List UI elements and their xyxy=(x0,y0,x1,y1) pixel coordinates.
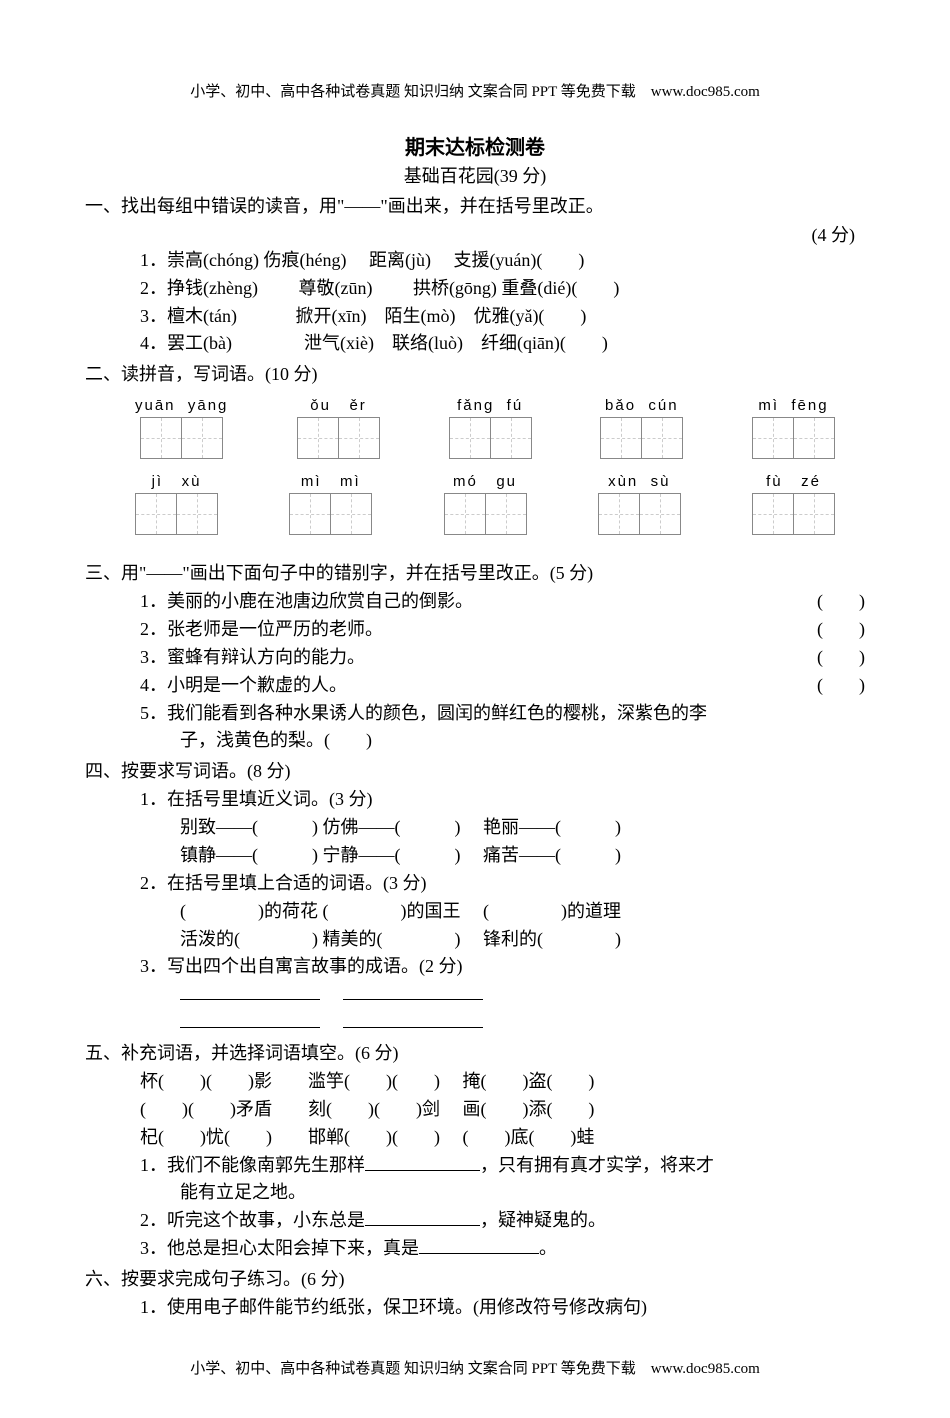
answer-paren[interactable]: ( ) xyxy=(817,672,865,700)
s5-q1-b: ，只有拥有真才实学，将来才 xyxy=(480,1155,714,1175)
s4-sub2-l1: ( )的荷花 ( )的国王 ( )的道理 xyxy=(85,898,865,926)
pinyin-group: yuān yāng xyxy=(135,397,228,459)
s4-sub1-head: 1．在括号里填近义词。(3 分) xyxy=(85,786,865,814)
pinyin-label: jì xù xyxy=(152,473,202,490)
pinyin-label: yuān yāng xyxy=(135,397,228,414)
s4-sub1-l2: 镇静——( ) 宁静——( ) 痛苦——( ) xyxy=(85,842,865,870)
s5-q2-a: 2．听完这个故事，小东总是 xyxy=(140,1210,365,1230)
pinyin-group: jì xù xyxy=(135,473,218,535)
s3-item-5a: 5．我们能看到各种水果诱人的颜色，圆闰的鲜红色的樱桃，深紫色的李 xyxy=(85,700,865,728)
fill-blank[interactable] xyxy=(419,1235,539,1254)
answer-paren[interactable]: ( ) xyxy=(817,616,865,644)
s4-sub1-l1: 别致——( ) 仿佛——( ) 艳丽——( ) xyxy=(85,814,865,842)
pinyin-group: fǎng fú xyxy=(449,397,532,459)
s3-item-text: 2．张老师是一位严历的老师。 xyxy=(140,616,383,644)
answer-paren[interactable]: ( ) xyxy=(817,588,865,616)
s6-q1: 1．使用电子邮件能节约纸张，保卫环境。(用修改符号修改病句) xyxy=(85,1294,865,1322)
s5-l2: ( )( )矛盾 刻( )( )剑 画( )添( ) xyxy=(85,1096,865,1124)
pinyin-group: mì fēng xyxy=(752,397,835,459)
s1-line-1: 1．崇高(chóng) 伤痕(héng) 距离(jù) 支援(yuán)( ) xyxy=(85,247,865,275)
answer-paren[interactable]: ( ) xyxy=(817,644,865,672)
s5-q3: 3．他总是担心太阳会掉下来，真是 。 xyxy=(85,1235,865,1263)
s5-q3-a: 3．他总是担心太阳会掉下来，真是 xyxy=(140,1238,419,1258)
char-boxes[interactable] xyxy=(135,493,218,535)
section-3-head: 三、用"——"画出下面句子中的错别字，并在括号里改正。(5 分) xyxy=(85,559,865,588)
section-5-head: 五、补充词语，并选择词语填空。(6 分) xyxy=(85,1039,865,1068)
s3-item-text: 1．美丽的小鹿在池唐边欣赏自己的倒影。 xyxy=(140,588,473,616)
fill-blank[interactable] xyxy=(365,1207,480,1226)
fill-blank[interactable] xyxy=(180,1009,320,1028)
s4-sub3-head: 3．写出四个出自寓言故事的成语。(2 分) xyxy=(85,953,865,981)
char-boxes[interactable] xyxy=(752,417,835,459)
s3-item-3: 3．蜜蜂有辩认方向的能力。 ( ) xyxy=(85,644,865,672)
s4-sub3-lines-2[interactable] xyxy=(85,1009,865,1037)
pinyin-label: fù zé xyxy=(766,473,821,490)
s5-q2: 2．听完这个故事，小东总是 ，疑神疑鬼的。 xyxy=(85,1207,865,1235)
s3-item-text: 3．蜜蜂有辩认方向的能力。 xyxy=(140,644,365,672)
pinyin-label: mì mì xyxy=(301,473,361,490)
char-boxes[interactable] xyxy=(140,417,223,459)
exam-subtitle: 基础百花园(39 分) xyxy=(85,162,865,188)
section-2-head: 二、读拼音，写词语。(10 分) xyxy=(85,360,865,389)
fill-blank[interactable] xyxy=(365,1152,480,1171)
s5-q2-b: ，疑神疑鬼的。 xyxy=(480,1210,606,1230)
pinyin-label: xùn sù xyxy=(608,473,670,490)
s5-q1: 1．我们不能像南郭先生那样 ，只有拥有真才实学，将来才 xyxy=(85,1152,865,1180)
pinyin-group: ǒu ěr xyxy=(297,397,380,459)
s5-l1: 杯( )( )影 滥竽( )( ) 掩( )盗( ) xyxy=(85,1068,865,1096)
section-1-score: (4 分) xyxy=(85,221,865,247)
s1-line-3: 3．檀木(tán) 掀开(xīn) 陌生(mò) 优雅(yǎ)( ) xyxy=(85,303,865,331)
fill-blank[interactable] xyxy=(180,981,320,1000)
pinyin-label: fǎng fú xyxy=(457,397,523,414)
s5-q3-b: 。 xyxy=(539,1238,557,1258)
exam-title: 期末达标检测卷 xyxy=(85,131,865,160)
section-4-head: 四、按要求写词语。(8 分) xyxy=(85,757,865,786)
s4-sub2-l2: 活泼的( ) 精美的( ) 锋利的( ) xyxy=(85,926,865,954)
s4-sub3-lines-1[interactable] xyxy=(85,981,865,1009)
s3-item-1: 1．美丽的小鹿在池唐边欣赏自己的倒影。 ( ) xyxy=(85,588,865,616)
pinyin-label: bǎo cún xyxy=(605,397,679,414)
char-boxes[interactable] xyxy=(449,417,532,459)
s3-item-5b: 子，浅黄色的梨。( ) xyxy=(85,727,865,755)
char-boxes[interactable] xyxy=(752,493,835,535)
s4-sub2-head: 2．在括号里填上合适的词语。(3 分) xyxy=(85,870,865,898)
char-boxes[interactable] xyxy=(444,493,527,535)
pinyin-row-1: yuān yāng ǒu ěr fǎng fú bǎo cún mì fēng xyxy=(85,389,865,459)
pinyin-row-2: jì xù mì mì mó gu xùn sù fù zé xyxy=(85,459,865,535)
pinyin-group: mì mì xyxy=(289,473,372,535)
s5-l3: 杞( )忧( ) 邯郸( )( ) ( )底( )蛙 xyxy=(85,1124,865,1152)
s3-item-text: 4．小明是一个歉虚的人。 xyxy=(140,672,347,700)
section-6-head: 六、按要求完成句子练习。(6 分) xyxy=(85,1265,865,1294)
footer-note: 小学、初中、高中各种试卷真题 知识归纳 文案合同 PPT 等免费下载 www.d… xyxy=(85,1357,865,1378)
pinyin-group: xùn sù xyxy=(598,473,681,535)
char-boxes[interactable] xyxy=(600,417,683,459)
char-boxes[interactable] xyxy=(297,417,380,459)
fill-blank[interactable] xyxy=(343,1009,483,1028)
fill-blank[interactable] xyxy=(343,981,483,1000)
s1-line-2: 2．挣钱(zhèng) 尊敬(zūn) 拱桥(gōng) 重叠(dié)( ) xyxy=(85,275,865,303)
pinyin-group: mó gu xyxy=(444,473,527,535)
section-1-head: 一、找出每组中错误的读音，用"——"画出来，并在括号里改正。 xyxy=(85,192,865,221)
pinyin-label: mì fēng xyxy=(758,397,828,414)
char-boxes[interactable] xyxy=(289,493,372,535)
char-boxes[interactable] xyxy=(598,493,681,535)
pinyin-label: mó gu xyxy=(453,473,517,490)
s3-item-4: 4．小明是一个歉虚的人。 ( ) xyxy=(85,672,865,700)
exam-page: 小学、初中、高中各种试卷真题 知识归纳 文案合同 PPT 等免费下载 www.d… xyxy=(0,0,950,1418)
s3-item-2: 2．张老师是一位严历的老师。 ( ) xyxy=(85,616,865,644)
s5-q1-a: 1．我们不能像南郭先生那样 xyxy=(140,1155,365,1175)
s5-q1-c: 能有立足之地。 xyxy=(85,1179,865,1207)
pinyin-group: bǎo cún xyxy=(600,397,683,459)
pinyin-label: ǒu ěr xyxy=(310,397,367,414)
pinyin-group: fù zé xyxy=(752,473,835,535)
s1-line-4: 4．罢工(bà) 泄气(xiè) 联络(luò) 纤细(qiān)( ) xyxy=(85,330,865,358)
header-note: 小学、初中、高中各种试卷真题 知识归纳 文案合同 PPT 等免费下载 www.d… xyxy=(85,80,865,101)
